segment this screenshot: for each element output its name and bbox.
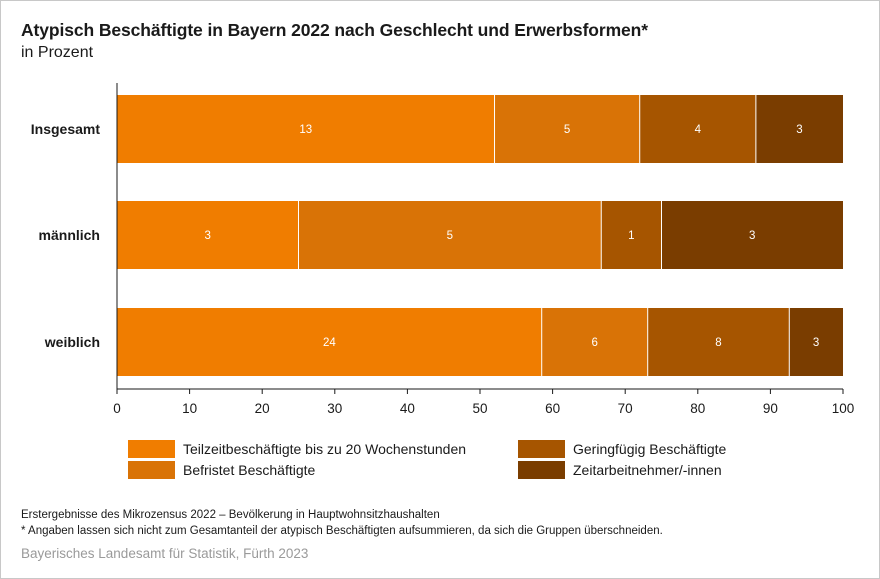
bar-value-label: 1	[628, 230, 634, 242]
bar-value-label: 3	[205, 230, 211, 242]
bar-segment	[661, 201, 843, 269]
x-tick-label: 100	[832, 401, 855, 416]
bar-segment	[541, 308, 648, 376]
bar-segment	[298, 201, 602, 269]
chart-subtitle: in Prozent	[21, 44, 94, 61]
legend-label-zeitarbeit: Zeitarbeitnehmer/-innen	[573, 462, 722, 478]
legend-swatch-zeitarbeit	[518, 461, 565, 479]
legend-swatch-geringfuegig	[518, 440, 565, 458]
legend-swatch-befristet	[128, 461, 175, 479]
chart-title: Atypisch Beschäftigte in Bayern 2022 nac…	[21, 20, 648, 40]
bar-value-label: 5	[447, 230, 453, 242]
bar-segment	[789, 308, 843, 376]
bar-segment	[494, 95, 640, 163]
bar-segment	[117, 95, 495, 163]
category-label: männlich	[39, 227, 100, 243]
legend-label-teilzeit: Teilzeitbeschäftigte bis zu 20 Wochenstu…	[183, 441, 467, 457]
footnote-asterisk: * Angaben lassen sich nicht zum Gesamtan…	[21, 525, 663, 537]
footnotes: Erstergebnisse des Mikrozensus 2022 – Be…	[21, 507, 663, 539]
bar-segment	[647, 308, 790, 376]
bar-value-label: 5	[564, 124, 570, 136]
bar-value-label: 13	[299, 124, 312, 136]
x-tick-label: 80	[690, 401, 705, 416]
x-tick-label: 0	[113, 401, 121, 416]
x-tick-label: 90	[763, 401, 778, 416]
bar-segment	[755, 95, 843, 163]
source-credit: Bayerisches Landesamt für Statistik, Für…	[21, 546, 309, 561]
x-tick-label: 40	[400, 401, 415, 416]
x-tick-label: 10	[182, 401, 197, 416]
bar-segment	[601, 201, 662, 269]
x-tick-label: 50	[472, 401, 487, 416]
legend-label-befristet: Befristet Beschäftigte	[183, 462, 316, 478]
bar-value-label: 6	[592, 337, 598, 349]
bar-segment	[117, 201, 299, 269]
bar-value-label: 8	[715, 337, 721, 349]
x-tick-label: 70	[618, 401, 633, 416]
footnote-source-data: Erstergebnisse des Mikrozensus 2022 – Be…	[21, 509, 440, 521]
bar-value-label: 4	[695, 124, 702, 136]
bar-segment	[639, 95, 756, 163]
bar-value-label: 3	[813, 337, 819, 349]
category-label: weiblich	[44, 334, 100, 350]
x-tick-label: 30	[327, 401, 342, 416]
bar-value-label: 3	[796, 124, 802, 136]
legend-label-geringfuegig: Geringfügig Beschäftigte	[573, 441, 727, 457]
category-label: Insgesamt	[31, 121, 101, 137]
x-tick-label: 60	[545, 401, 560, 416]
legend-swatch-teilzeit	[128, 440, 175, 458]
bar-segment	[117, 308, 542, 376]
bar-value-label: 3	[749, 230, 755, 242]
bar-value-label: 24	[323, 337, 336, 349]
x-tick-label: 20	[255, 401, 270, 416]
